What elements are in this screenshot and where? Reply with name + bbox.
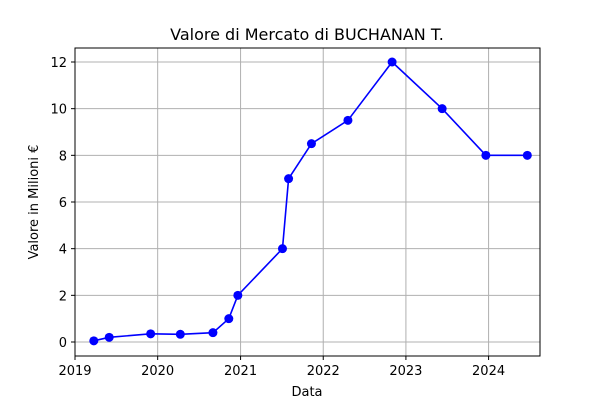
y-tick-label-8: 8 <box>59 149 67 164</box>
grid-lines <box>74 48 540 356</box>
data-point-13 <box>481 150 491 160</box>
data-point-9 <box>306 139 316 149</box>
data-point-5 <box>224 314 234 324</box>
data-point-2 <box>146 329 156 339</box>
data-point-6 <box>233 290 243 300</box>
x-tick-label-2023: 2023 <box>389 364 422 379</box>
data-point-7 <box>277 244 287 254</box>
data-point-8 <box>284 174 294 184</box>
x-tick-label-2021: 2021 <box>224 364 257 379</box>
y-tick-label-0: 0 <box>59 336 67 351</box>
data-point-1 <box>104 332 114 342</box>
y-tick-label-6: 6 <box>59 196 67 211</box>
data-point-14 <box>522 150 532 160</box>
x-tick-label-2019: 2019 <box>58 364 91 379</box>
y-tick-label-10: 10 <box>50 103 67 118</box>
series-layer <box>89 57 532 346</box>
x-tick-label-2024: 2024 <box>472 364 505 379</box>
y-axis-ticks: 0 2 4 6 8 10 12 <box>50 56 75 351</box>
data-point-12 <box>437 104 447 114</box>
y-tick-label-2: 2 <box>59 289 67 304</box>
data-point-11 <box>387 57 397 67</box>
chart-title: Valore di Mercato di BUCHANAN T. <box>170 25 444 44</box>
data-point-4 <box>208 328 218 338</box>
y-tick-label-12: 12 <box>50 56 67 71</box>
x-axis-label: Data <box>291 385 322 400</box>
x-tick-label-2020: 2020 <box>141 364 174 379</box>
x-tick-label-2022: 2022 <box>307 364 340 379</box>
y-tick-label-4: 4 <box>59 243 67 258</box>
x-axis-ticks: 2019 2020 2021 2022 2023 2024 <box>58 356 505 379</box>
data-point-10 <box>343 115 353 125</box>
y-axis-label: Valore in Milioni € <box>27 145 42 260</box>
data-point-0 <box>89 336 99 346</box>
data-point-3 <box>175 329 185 339</box>
